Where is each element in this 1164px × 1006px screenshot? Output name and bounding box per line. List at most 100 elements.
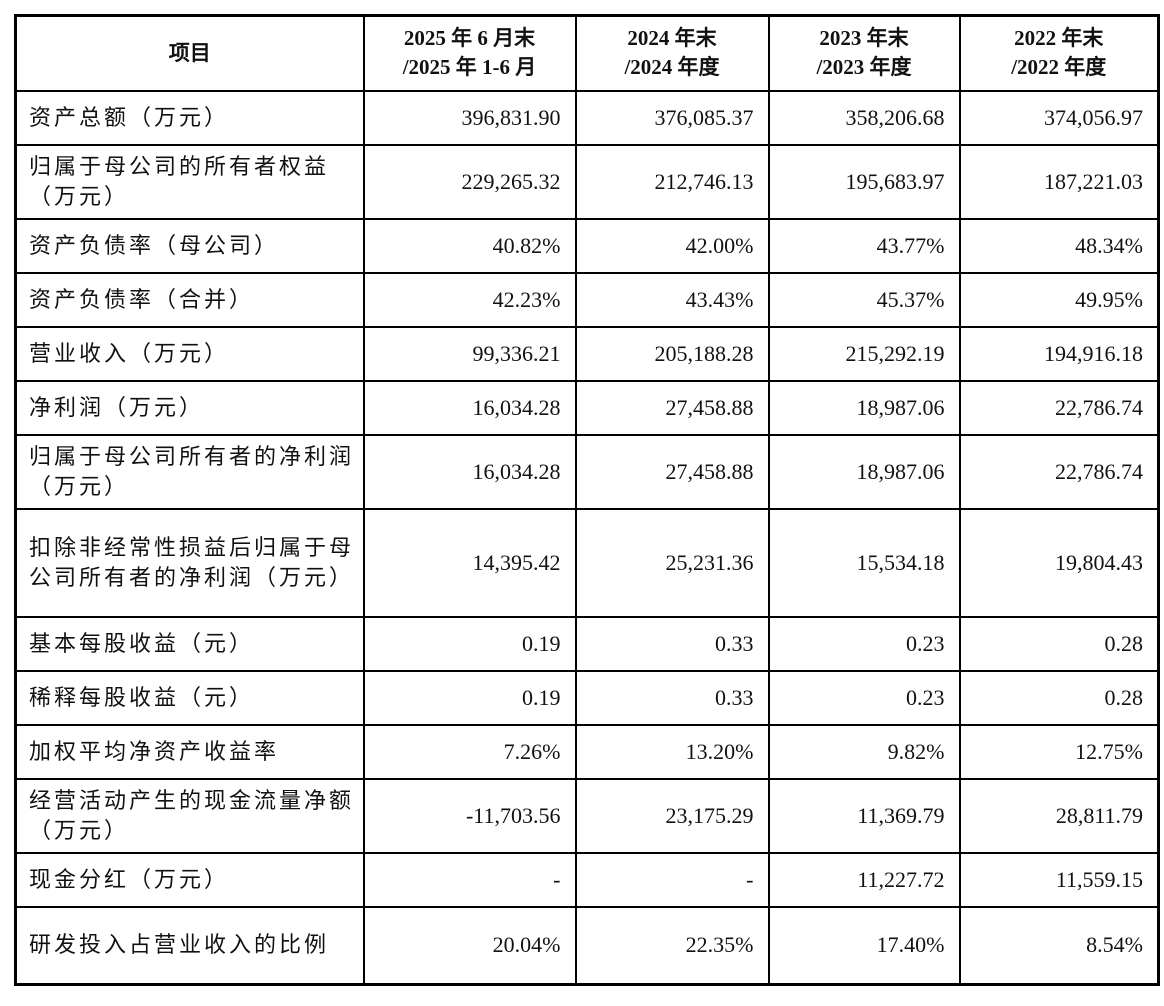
row-value: 12.75% xyxy=(958,723,1160,780)
header-line: 2024 年末 xyxy=(627,26,717,51)
header-line: /2022 年度 xyxy=(1011,55,1107,80)
row-label: 扣除非经常性损益后归属于母公司所有者的净利润（万元） xyxy=(14,507,365,618)
row-value: 16,034.28 xyxy=(362,433,577,510)
financial-summary-table: 项目 2025 年 6 月末/2025 年 1-6 月 2024 年末/2024… xyxy=(14,14,1160,986)
header-line: /2023 年度 xyxy=(816,55,912,80)
header-2022: 2022 年末/2022 年度 xyxy=(958,14,1160,92)
row-value: 11,369.79 xyxy=(767,777,961,854)
row-value: 45.37% xyxy=(767,271,961,328)
header-text: 项目 xyxy=(168,40,211,65)
table-row: 加权平均净资产收益率 7.26% 13.20% 9.82% 12.75% xyxy=(14,723,1160,780)
header-row: 项目 2025 年 6 月末/2025 年 1-6 月 2024 年末/2024… xyxy=(14,14,1160,92)
row-value: 42.23% xyxy=(362,271,577,328)
row-value: 18,987.06 xyxy=(767,379,961,436)
row-value: 22.35% xyxy=(574,905,770,986)
row-value: 27,458.88 xyxy=(574,379,770,436)
table-row: 经营活动产生的现金流量净额（万元） -11,703.56 23,175.29 11,3… xyxy=(14,777,1160,854)
row-label: 归属于母公司的所有者权益（万元） xyxy=(14,143,365,220)
row-value: 49.95% xyxy=(958,271,1160,328)
row-label: 经营活动产生的现金流量净额（万元） xyxy=(14,777,365,854)
row-label: 资产负债率（母公司） xyxy=(14,217,365,274)
table-row: 归属于母公司所有者的净利润（万元） 16,034.28 27,458.88 18,98… xyxy=(14,433,1160,510)
row-value: 0.33 xyxy=(574,615,770,672)
row-value: 9.82% xyxy=(767,723,961,780)
table-row: 净利润（万元） 16,034.28 27,458.88 18,987.06 22,786… xyxy=(14,379,1160,436)
row-value: 25,231.36 xyxy=(574,507,770,618)
row-value: 212,746.13 xyxy=(574,143,770,220)
row-value: 0.28 xyxy=(958,669,1160,726)
table-row: 现金分红（万元） - -11,227.72 11,559.15 xyxy=(14,851,1160,908)
row-value: 7.26% xyxy=(362,723,577,780)
row-value: 20.04% xyxy=(362,905,577,986)
header-line: 2023 年末 xyxy=(819,26,909,51)
row-label: 现金分红（万元） xyxy=(14,851,365,908)
row-value: 0.33 xyxy=(574,669,770,726)
row-value: 13.20% xyxy=(574,723,770,780)
row-value: 19,804.43 xyxy=(958,507,1160,618)
row-value: 22,786.74 xyxy=(958,379,1160,436)
row-label: 稀释每股收益（元） xyxy=(14,669,365,726)
row-value: - xyxy=(574,851,770,908)
row-value: 43.43% xyxy=(574,271,770,328)
row-label: 营业收入（万元） xyxy=(14,325,365,382)
row-value: 215,292.19 xyxy=(767,325,961,382)
row-value: 0.19 xyxy=(362,615,577,672)
row-value: 15,534.18 xyxy=(767,507,961,618)
row-label: 资产总额（万元） xyxy=(14,89,365,146)
table-row: 资产负债率（母公司） 40.82% 42.00% 43.77% 48.34% xyxy=(14,217,1160,274)
row-value: 0.23 xyxy=(767,615,961,672)
row-value: 195,683.97 xyxy=(767,143,961,220)
table-row: 研发投入占营业收入的比例 20.04% 22.35% 17.40% 8.54% xyxy=(14,905,1160,986)
row-value: 0.28 xyxy=(958,615,1160,672)
row-value: 40.82% xyxy=(362,217,577,274)
row-value: 23,175.29 xyxy=(574,777,770,854)
row-value: 99,336.21 xyxy=(362,325,577,382)
table-row: 稀释每股收益（元） 0.19 0.33 0.23 0.28 xyxy=(14,669,1160,726)
row-value: 396,831.90 xyxy=(362,89,577,146)
row-value: 28,811.79 xyxy=(958,777,1160,854)
row-label: 研发投入占营业收入的比例 xyxy=(14,905,365,986)
header-line: /2025 年 1-6 月 xyxy=(402,55,537,80)
header-2023: 2023 年末/2023 年度 xyxy=(767,14,961,92)
table-row: 营业收入（万元） 99,336.21 205,188.28 215,292.19 194… xyxy=(14,325,1160,382)
row-value: 11,227.72 xyxy=(767,851,961,908)
row-value: -11,703.56 xyxy=(362,777,577,854)
row-label: 基本每股收益（元） xyxy=(14,615,365,672)
row-value: 229,265.32 xyxy=(362,143,577,220)
row-value: 194,916.18 xyxy=(958,325,1160,382)
row-value: 17.40% xyxy=(767,905,961,986)
header-line: 2025 年 6 月末 xyxy=(403,26,536,51)
header-item: 项目 xyxy=(14,14,365,92)
row-label: 加权平均净资产收益率 xyxy=(14,723,365,780)
row-value: 11,559.15 xyxy=(958,851,1160,908)
header-line: 2022 年末 xyxy=(1014,26,1104,51)
header-2025h1: 2025 年 6 月末/2025 年 1-6 月 xyxy=(362,14,577,92)
row-value: 376,085.37 xyxy=(574,89,770,146)
row-value: 0.23 xyxy=(767,669,961,726)
row-value: 27,458.88 xyxy=(574,433,770,510)
header-line: /2024 年度 xyxy=(624,55,720,80)
table-row: 归属于母公司的所有者权益（万元） 229,265.32 212,746.13 195,… xyxy=(14,143,1160,220)
table-row: 资产总额（万元） 396,831.90 376,085.37 358,206.68 37… xyxy=(14,89,1160,146)
row-value: 43.77% xyxy=(767,217,961,274)
row-label: 净利润（万元） xyxy=(14,379,365,436)
row-value: 187,221.03 xyxy=(958,143,1160,220)
row-value: 14,395.42 xyxy=(362,507,577,618)
row-value: 48.34% xyxy=(958,217,1160,274)
header-2024: 2024 年末/2024 年度 xyxy=(574,14,770,92)
table-row: 扣除非经常性损益后归属于母公司所有者的净利润（万元） 14,395.42 25,23… xyxy=(14,507,1160,618)
row-value: 18,987.06 xyxy=(767,433,961,510)
row-value: 42.00% xyxy=(574,217,770,274)
row-value: - xyxy=(362,851,577,908)
row-value: 22,786.74 xyxy=(958,433,1160,510)
row-value: 0.19 xyxy=(362,669,577,726)
table-row: 基本每股收益（元） 0.19 0.33 0.23 0.28 xyxy=(14,615,1160,672)
row-value: 358,206.68 xyxy=(767,89,961,146)
row-value: 205,188.28 xyxy=(574,325,770,382)
table-row: 资产负债率（合并） 42.23% 43.43% 45.37% 49.95% xyxy=(14,271,1160,328)
row-value: 374,056.97 xyxy=(958,89,1160,146)
row-value: 16,034.28 xyxy=(362,379,577,436)
row-label: 归属于母公司所有者的净利润（万元） xyxy=(14,433,365,510)
row-value: 8.54% xyxy=(958,905,1160,986)
row-label: 资产负债率（合并） xyxy=(14,271,365,328)
